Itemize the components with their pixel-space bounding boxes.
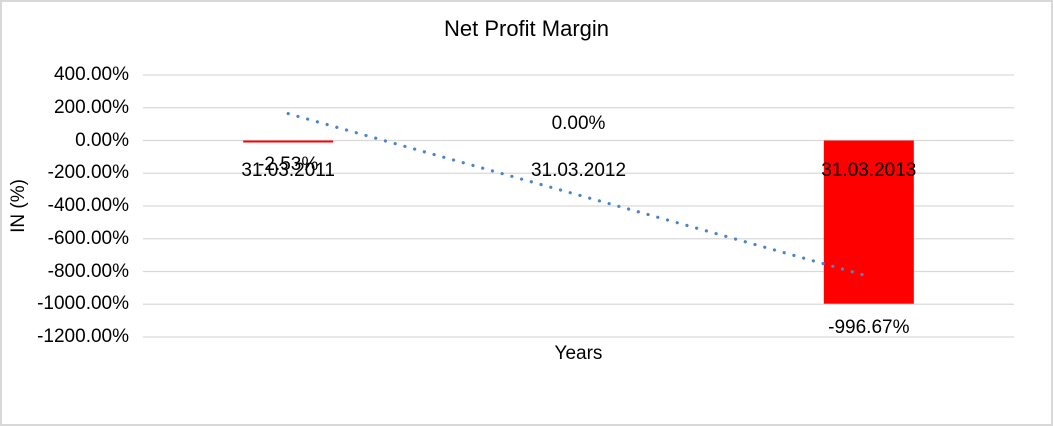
y-tick-label: -1200.00% [37, 326, 129, 347]
x-category-label: 31.03.2011 [241, 159, 335, 181]
y-tick-label: 400.00% [53, 64, 129, 85]
data-label: 0.00% [551, 112, 606, 134]
chart-title: Net Profit Margin [443, 16, 610, 41]
bar [823, 140, 914, 304]
y-tick-label: -800.00% [47, 260, 129, 282]
data-label: -2.53% [258, 153, 319, 175]
y-tick-label: -200.00% [47, 162, 129, 184]
x-category-label: 31.03.2012 [530, 159, 627, 181]
y-tick-label: -1000.00% [37, 293, 129, 315]
x-category-label: 31.03.2013 [821, 159, 917, 181]
y-tick-label: 0.00% [75, 129, 129, 151]
bar [243, 140, 334, 143]
trendline [286, 112, 871, 279]
y-tick-label: 200.00% [53, 96, 129, 118]
x-axis-title: Years [554, 343, 603, 364]
y-tick-label: -400.00% [47, 195, 129, 216]
data-label: -996.67% [828, 316, 910, 338]
y-tick-label: -600.00% [47, 227, 129, 249]
